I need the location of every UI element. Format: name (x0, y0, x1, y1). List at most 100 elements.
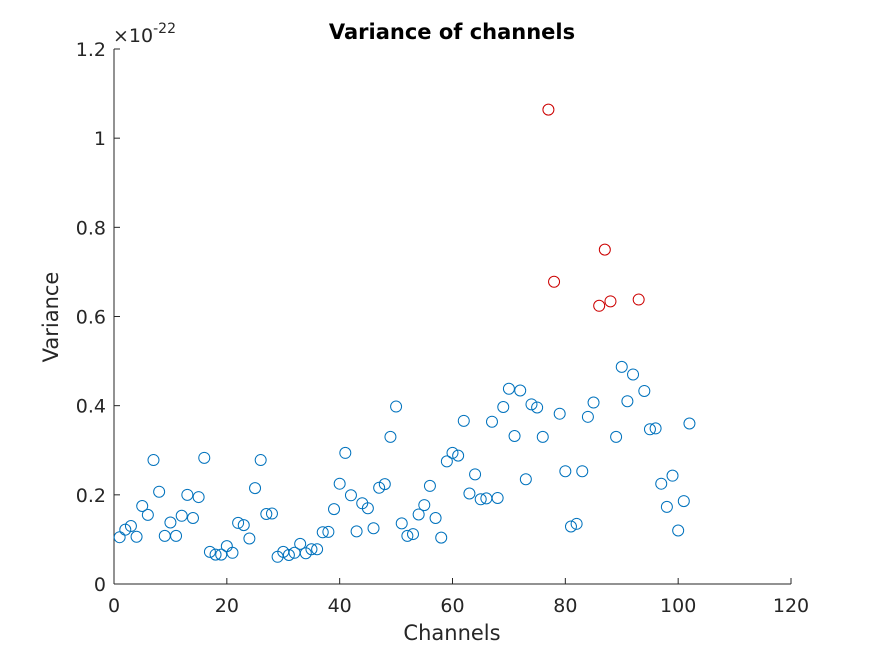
outlier-point (542, 103, 555, 116)
outlier-point (548, 275, 561, 288)
data-point (170, 529, 183, 542)
outlier-point (598, 243, 611, 256)
data-point (333, 477, 346, 490)
data-point (429, 512, 442, 525)
data-point (401, 529, 414, 542)
data-point (536, 430, 549, 443)
x-tick-label: 120 (773, 595, 809, 617)
data-point (384, 430, 397, 443)
data-point (683, 417, 696, 430)
data-point (525, 398, 538, 411)
outlier-point (593, 299, 606, 312)
data-point (655, 477, 668, 490)
y-tick-label: 0 (94, 574, 106, 596)
data-point (553, 407, 566, 420)
data-point (243, 532, 256, 545)
x-tick-label: 0 (108, 595, 120, 617)
data-point (469, 468, 482, 481)
data-point (677, 495, 690, 508)
data-point (564, 520, 577, 533)
data-point (446, 446, 459, 459)
data-point (407, 528, 420, 541)
data-point (350, 525, 363, 538)
data-point (282, 549, 295, 562)
data-point (502, 382, 515, 395)
data-point (508, 429, 521, 442)
data-point (638, 384, 651, 397)
data-point (249, 482, 262, 495)
data-point (136, 499, 149, 512)
data-point (531, 401, 544, 414)
data-point (265, 507, 278, 520)
x-tick-label: 60 (440, 595, 464, 617)
data-point (226, 546, 239, 559)
data-point (254, 454, 267, 467)
y-tick-label: 0.6 (76, 307, 106, 329)
data-point (328, 503, 341, 516)
data-point (175, 509, 188, 522)
data-point (643, 423, 656, 436)
y-tick-label: 0.2 (76, 485, 106, 507)
data-point (390, 400, 403, 413)
y-tick-label: 0.4 (76, 396, 106, 418)
data-markers (113, 103, 696, 563)
data-point (130, 530, 143, 543)
outlier-point (604, 295, 617, 308)
data-point (621, 395, 634, 408)
data-point (367, 522, 380, 535)
data-point (316, 526, 329, 539)
axis-ticks: 0 20 40 60 80 100 120 0 0.2 0.4 0.6 0.8 1 1.2 (76, 39, 809, 617)
data-point (418, 499, 431, 512)
data-point (311, 543, 324, 556)
data-point (209, 548, 222, 561)
data-point (587, 396, 600, 409)
data-point (141, 508, 154, 521)
data-point (237, 519, 250, 532)
data-point (615, 360, 628, 373)
data-point (514, 384, 527, 397)
data-point (164, 516, 177, 529)
data-point (452, 449, 465, 462)
data-point (672, 524, 685, 537)
x-tick-label: 20 (215, 595, 239, 617)
data-point (260, 508, 273, 521)
data-point (113, 531, 126, 544)
data-point (153, 485, 166, 498)
data-point (576, 465, 589, 478)
data-point (440, 455, 453, 468)
data-point (339, 446, 352, 459)
data-point (198, 451, 211, 464)
y-axis-label: Variance (39, 272, 63, 363)
data-point (581, 410, 594, 423)
data-point (660, 500, 673, 513)
data-point (474, 493, 487, 506)
data-point (423, 479, 436, 492)
y-tick-label: 1.2 (76, 39, 106, 61)
data-point (192, 491, 205, 504)
y-tick-label: 1 (94, 128, 106, 150)
data-point (395, 517, 408, 530)
data-point (570, 517, 583, 530)
data-point (215, 548, 228, 561)
data-point (361, 502, 374, 515)
data-point (491, 491, 504, 504)
data-point (463, 487, 476, 500)
x-tick-label: 100 (660, 595, 696, 617)
data-point (497, 401, 510, 414)
data-point (649, 422, 662, 435)
data-point (344, 489, 357, 502)
data-point (610, 430, 623, 443)
x-tick-label: 40 (328, 595, 352, 617)
data-point (322, 525, 335, 538)
data-point (457, 414, 470, 427)
y-exponent-label: ×10-22 (113, 21, 176, 47)
data-point (666, 469, 679, 482)
data-point (519, 473, 532, 486)
data-point (378, 478, 391, 491)
data-point (559, 465, 572, 478)
data-point (232, 516, 245, 529)
data-point (412, 508, 425, 521)
data-point (485, 415, 498, 428)
